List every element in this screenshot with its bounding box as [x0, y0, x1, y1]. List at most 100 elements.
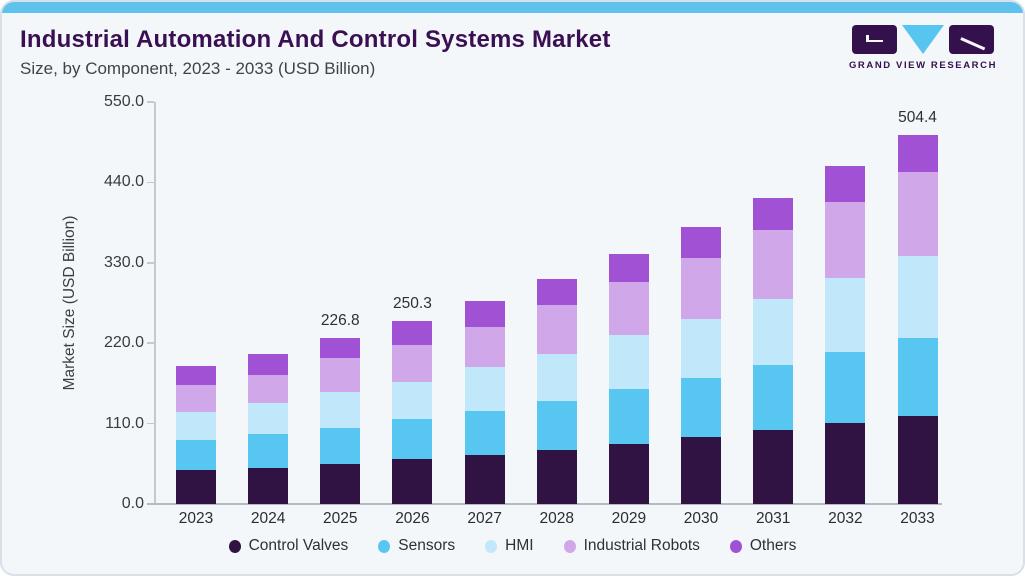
bar-segment-sensors	[464, 410, 505, 456]
bar-segment-sensors	[536, 401, 577, 450]
top-accent-bar	[2, 2, 1023, 13]
bar-total-label: 226.8	[320, 312, 360, 330]
bar-segment-hmi	[248, 403, 289, 434]
bar-segment-sensors	[681, 378, 722, 438]
x-tick-label: 2024	[250, 510, 286, 527]
x-tick-label: 2029	[611, 510, 647, 527]
bar-segment-hmi	[392, 382, 433, 420]
bar-segment-sensors	[897, 338, 938, 417]
legend-label: HMI	[505, 537, 534, 554]
bar-segment-hmi	[176, 411, 216, 440]
bar-segment-industrial-robots	[464, 326, 505, 368]
legend-dot-icon	[485, 539, 498, 553]
bar-segment-others	[897, 135, 938, 173]
g-glyph-stroke	[866, 39, 883, 42]
bar-segment-industrial-robots	[248, 374, 289, 404]
bar-segment-others	[392, 321, 433, 346]
bar-segment-industrial-robots	[176, 384, 216, 412]
x-tick-label: 2028	[539, 510, 574, 527]
bar-segment-sensors	[392, 419, 433, 460]
bar-segment-control-valves	[248, 468, 289, 504]
gvr-logo-r-block	[949, 24, 994, 54]
bar-segment-others	[608, 254, 649, 282]
bar-segment-hmi	[897, 256, 938, 339]
gvr-logo-g-block	[852, 24, 897, 54]
gvr-logo-v-triangle-icon	[902, 24, 944, 54]
bar-segment-industrial-robots	[536, 305, 577, 354]
y-tick-mark	[147, 262, 154, 264]
bar-segment-others	[320, 338, 361, 359]
bar-total-label: 504.4	[898, 109, 937, 127]
y-tick-label: 0.0	[121, 495, 144, 512]
legend-item-sensors: Sensors	[378, 537, 455, 555]
bar-segment-sensors	[825, 351, 866, 424]
bar-segment-industrial-robots	[608, 282, 649, 335]
y-tick-label: 550.0	[103, 93, 144, 110]
y-tick-mark	[147, 101, 154, 103]
x-tick-label: 2030	[683, 510, 719, 527]
bar-segment-control-valves	[825, 423, 866, 504]
y-tick-mark	[147, 422, 154, 425]
x-tick-label: 2027	[467, 510, 502, 527]
bar-segment-sensors	[608, 389, 649, 444]
bar-segment-hmi	[608, 334, 649, 390]
legend-item-hmi: HMI	[485, 537, 534, 555]
bar-segment-control-valves	[681, 437, 722, 504]
bar-segment-industrial-robots	[392, 345, 433, 382]
legend-label: Industrial Robots	[583, 537, 700, 554]
bar-segment-others	[176, 366, 216, 385]
bar-segment-others	[248, 353, 289, 375]
legend-dot-icon	[228, 539, 241, 553]
bar-segment-sensors	[176, 439, 216, 471]
bar-segment-industrial-robots	[753, 230, 794, 300]
bar-segment-sensors	[753, 365, 794, 431]
bar-total-label: 250.3	[393, 295, 432, 313]
legend-item-industrial-robots: Industrial Robots	[563, 537, 700, 555]
bar-segment-control-valves	[753, 430, 794, 504]
bar-segment-control-valves	[897, 416, 938, 504]
g-glyph-stroke-vertical	[866, 34, 869, 42]
bar-segment-hmi	[681, 318, 722, 379]
x-tick-label: 2026	[395, 510, 430, 527]
bar-segment-others	[536, 278, 577, 306]
bar-segment-sensors	[248, 433, 289, 469]
x-tick-label: 2023	[178, 510, 214, 527]
gvr-logo-marks	[845, 24, 1001, 54]
legend-dot-icon	[563, 539, 576, 553]
bar-segment-control-valves	[176, 470, 216, 504]
y-axis-title: Market Size (USD Billion)	[61, 215, 78, 391]
bar-segment-industrial-robots	[681, 258, 722, 319]
legend-label: Sensors	[398, 537, 456, 554]
legend-item-control-valves: Control Valves	[228, 537, 349, 555]
bar-segment-hmi	[753, 299, 794, 366]
legend-dot-icon	[378, 539, 391, 553]
r-glyph-stroke	[960, 36, 986, 50]
chart-subtitle: Size, by Component, 2023 - 2033 (USD Bil…	[20, 59, 376, 78]
legend-label: Control Valves	[248, 537, 349, 554]
y-tick-mark	[147, 181, 154, 184]
bar-segment-others	[825, 166, 866, 202]
legend-item-others: Others	[729, 537, 796, 555]
bar-segment-hmi	[536, 353, 577, 402]
y-tick-mark	[147, 342, 154, 344]
bar-segment-control-valves	[536, 449, 577, 504]
legend: Control Valves Sensors HMI Industrial Robot…	[2, 537, 1023, 555]
bar-segment-others	[681, 227, 722, 259]
bar-segment-control-valves	[320, 463, 361, 504]
bar-segment-others	[464, 301, 505, 327]
y-tick-label: 220.0	[103, 334, 144, 352]
chart-title: Industrial Automation And Control System…	[20, 26, 611, 53]
bar-segment-industrial-robots	[897, 172, 938, 257]
x-axis-line	[147, 503, 942, 505]
bar-segment-sensors	[320, 427, 361, 464]
bar-segment-industrial-robots	[320, 358, 361, 393]
bar-segment-control-valves	[392, 459, 433, 504]
y-tick-label: 110.0	[105, 414, 144, 432]
x-tick-label: 2031	[755, 510, 791, 527]
bar-segment-hmi	[825, 278, 866, 352]
y-tick-label: 330.0	[103, 253, 144, 271]
x-tick-label: 2032	[828, 510, 863, 527]
bar-segment-hmi	[320, 392, 361, 428]
bar-segment-control-valves	[608, 443, 649, 504]
y-tick-label: 440.0	[103, 173, 144, 191]
